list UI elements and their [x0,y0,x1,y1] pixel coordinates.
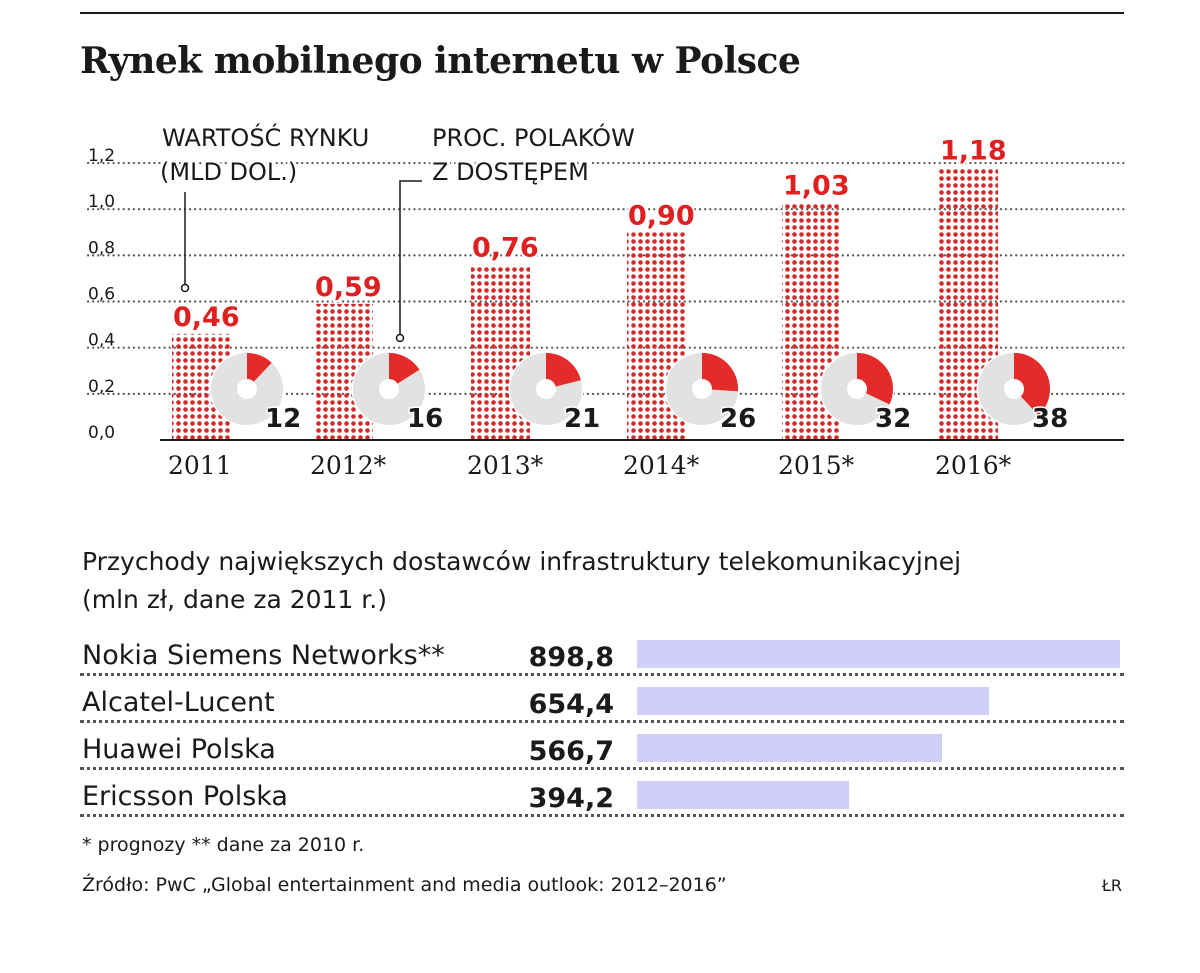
bar-value-label: 0,46 [173,302,240,333]
infra-company-name: Huawei Polska [82,734,280,765]
annotation-percent-marker [395,333,405,343]
annotation-value-marker [180,283,190,293]
y-tick-label: 1,2 [88,146,115,166]
annotation-percent-line2: Z DOSTĘPEM [432,158,589,186]
donut-percent-label: 16 [407,404,443,434]
infra-value-label: 898,8 [520,642,614,673]
x-category-label: 2011 [168,451,232,480]
x-category-label: 2012* [310,451,387,480]
infra-title: Przychody największych dostawców infrast… [82,547,962,576]
dotted-leader [80,673,1124,676]
bar-value-label: 0,90 [628,200,695,231]
donut-percent-label: 26 [720,404,756,434]
dotted-leader [80,720,1124,723]
bar-value-label: 0,76 [472,233,539,264]
y-tick-label: 0,2 [88,377,115,397]
annotation-percent-line1: PROC. POLAKÓW [432,122,635,152]
donut-segment [353,353,425,425]
infra-bar [637,781,849,809]
bar-value-label: 1,18 [940,136,1007,167]
annotation-percent-leader [399,180,422,334]
annotation-value-line1: WARTOŚĆ RYNKU [162,122,369,152]
donut-segment [666,353,738,425]
donut-segment [821,353,893,425]
donut-percent-label: 38 [1032,404,1068,434]
y-tick-label: 0,8 [88,238,115,258]
infra-row: Huawei Polska 566,7 [80,732,1124,776]
source-note: Źródło: PwC „Global entertainment and me… [82,874,727,896]
footnote-forecast: * prognozy ** dane za 2010 r. [82,834,365,856]
infra-value-label: 394,2 [520,783,614,814]
donut-percent-label: 21 [564,404,600,434]
y-tick-label: 1,0 [88,192,115,212]
donut-percent-label: 12 [265,404,301,434]
infra-row: Alcatel-Lucent 654,4 [80,685,1124,729]
donut-percent-label: 32 [875,404,911,434]
x-category-label: 2016* [935,451,1012,480]
dotted-leader [80,814,1124,817]
x-category-label: 2014* [623,451,700,480]
donut-segment [510,353,582,425]
donut-segment [211,353,283,425]
infra-value-label: 654,4 [520,689,614,720]
y-tick-label: 0,0 [88,423,115,443]
infra-value-label: 566,7 [520,736,614,767]
infra-subtitle: (mln zł, dane za 2011 r.) [82,585,387,614]
infra-row: Nokia Siemens Networks** 898,8 [80,638,1124,682]
infra-company-name: Alcatel-Lucent [82,687,279,718]
infra-row: Ericsson Polska 394,2 [80,779,1124,823]
page-title: Rynek mobilnego internetu w Polsce [80,40,801,82]
market-chart: 0,0 0,2 0,4 0,6 0,8 1,0 1,2 0,46 12 2011 0,59 16 201… [86,122,1126,480]
x-category-label: 2013* [467,451,544,480]
dotted-leader [80,767,1124,770]
infra-bar [637,640,1120,668]
author-credit: ŁR [1101,876,1122,895]
y-tick-label: 0,6 [88,285,115,305]
donut-segment [978,353,1050,425]
top-rule [80,12,1124,14]
annotation-value-line2: (MLD DOL.) [160,158,297,186]
y-tick-label: 0,4 [88,331,115,351]
infra-company-name: Ericsson Polska [82,781,292,812]
infra-bar [637,687,989,715]
infra-company-name: Nokia Siemens Networks** [82,640,449,671]
bar-value-label: 0,59 [315,272,382,303]
infra-bar [637,734,942,762]
bar-value-label: 1,03 [783,170,850,201]
x-category-label: 2015* [778,451,855,480]
